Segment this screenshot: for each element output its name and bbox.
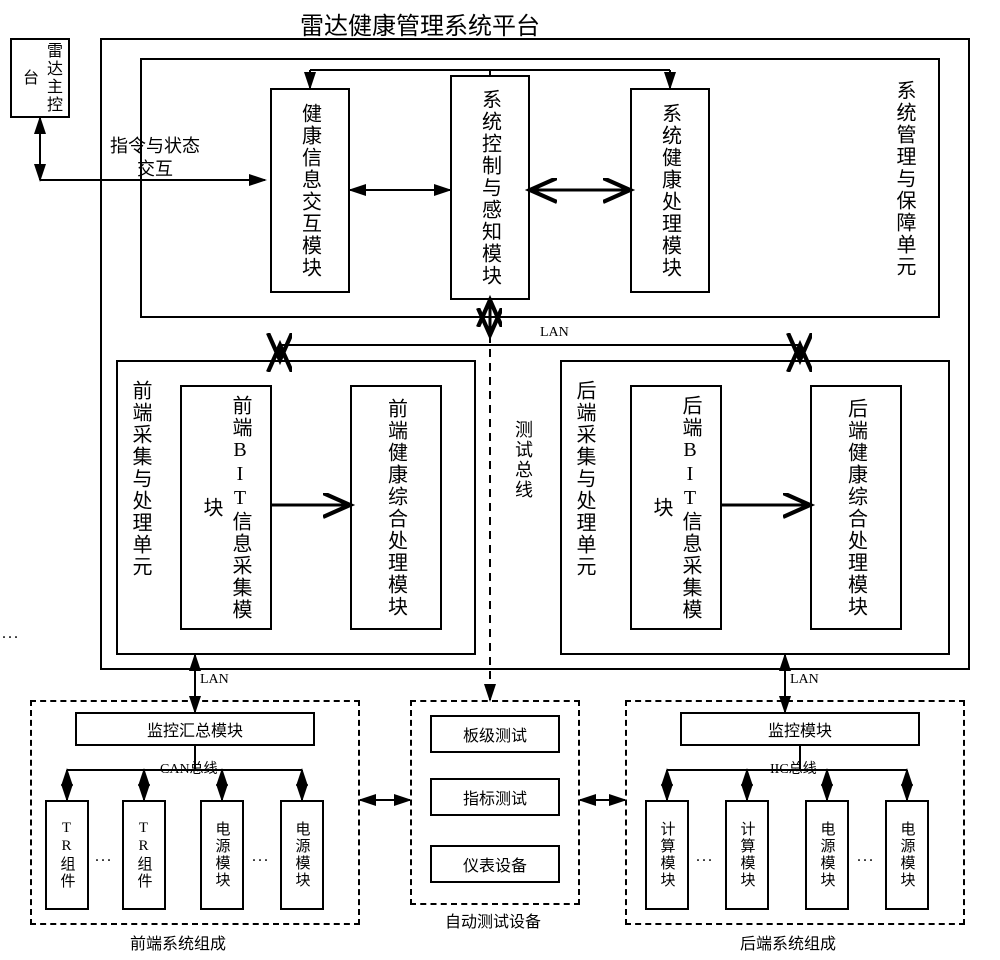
external-radar-console-label: 雷达主控台 — [16, 40, 64, 116]
back-monitor-module: 监控模块 — [680, 712, 920, 746]
back-bit-module-label: 后端BIT信息采集模块 — [647, 387, 705, 628]
back-system-label: 后端系统组成 — [740, 930, 836, 954]
ellipsis-front-1: ... — [95, 848, 113, 866]
top-unit-label: 系统管理与保障单元 — [890, 80, 919, 278]
back-item-3-label: 电源模块 — [897, 821, 918, 889]
back-item-1: 计算模块 — [725, 800, 769, 910]
ellipsis-left-edge: ... — [2, 625, 20, 643]
sys-control-module-label: 系统控制与感知模块 — [476, 89, 505, 287]
health-info-module: 健康信息交互模块 — [270, 88, 350, 293]
back-monitor-module-label: 监控模块 — [768, 717, 832, 741]
back-item-2-label: 电源模块 — [817, 821, 838, 889]
front-unit-label: 前端采集与处理单元 — [126, 380, 155, 578]
front-monitor-module: 监控汇总模块 — [75, 712, 315, 746]
exchange-label: 指令与状态 交互 — [110, 135, 200, 182]
back-bit-module: 后端BIT信息采集模块 — [630, 385, 722, 630]
test-item-1-label: 指标测试 — [463, 785, 527, 809]
external-radar-console: 雷达主控台 — [10, 38, 70, 118]
back-item-3: 电源模块 — [885, 800, 929, 910]
ellipsis-back-1: ... — [696, 848, 714, 866]
front-item-1: TR组件 — [122, 800, 166, 910]
back-unit-label: 后端采集与处理单元 — [570, 380, 599, 578]
sys-control-module: 系统控制与感知模块 — [450, 75, 530, 300]
front-item-1-label: TR组件 — [134, 820, 155, 890]
test-bus-label: 测试总线 — [510, 420, 536, 500]
front-item-0: TR组件 — [45, 800, 89, 910]
back-health-module: 后端健康综合处理模块 — [810, 385, 902, 630]
front-system-label: 前端系统组成 — [130, 930, 226, 954]
lan-label-back: LAN — [790, 672, 819, 688]
ellipsis-back-2: ... — [857, 848, 875, 866]
test-item-1: 指标测试 — [430, 778, 560, 816]
back-item-2: 电源模块 — [805, 800, 849, 910]
front-bit-module-label: 前端BIT信息采集模块 — [197, 387, 255, 628]
test-device-label: 自动测试设备 — [445, 908, 541, 932]
health-info-module-label: 健康信息交互模块 — [296, 103, 325, 279]
front-item-3: 电源模块 — [280, 800, 324, 910]
front-monitor-module-label: 监控汇总模块 — [147, 717, 243, 741]
page-title: 雷达健康管理系统平台 — [300, 6, 540, 41]
front-item-2: 电源模块 — [200, 800, 244, 910]
back-bus-label: IIC总线 — [770, 758, 817, 778]
test-item-0-label: 板级测试 — [463, 722, 527, 746]
front-health-module: 前端健康综合处理模块 — [350, 385, 442, 630]
back-item-1-label: 计算模块 — [737, 821, 758, 889]
sys-health-module-label: 系统健康处理模块 — [656, 103, 685, 279]
test-item-0: 板级测试 — [430, 715, 560, 753]
test-item-2-label: 仪表设备 — [463, 852, 527, 876]
front-bit-module: 前端BIT信息采集模块 — [180, 385, 272, 630]
lan-label-front: LAN — [200, 672, 229, 688]
back-health-module-label: 后端健康综合处理模块 — [842, 398, 871, 618]
back-item-0-label: 计算模块 — [657, 821, 678, 889]
front-item-3-label: 电源模块 — [292, 821, 313, 889]
front-item-0-label: TR组件 — [57, 820, 78, 890]
front-bus-label: CAN总线 — [160, 758, 218, 778]
lan-label-top: LAN — [540, 325, 569, 341]
back-item-0: 计算模块 — [645, 800, 689, 910]
top-unit-box — [140, 58, 940, 318]
ellipsis-front-2: ... — [252, 848, 270, 866]
front-item-2-label: 电源模块 — [212, 821, 233, 889]
front-health-module-label: 前端健康综合处理模块 — [382, 398, 411, 618]
sys-health-module: 系统健康处理模块 — [630, 88, 710, 293]
test-item-2: 仪表设备 — [430, 845, 560, 883]
